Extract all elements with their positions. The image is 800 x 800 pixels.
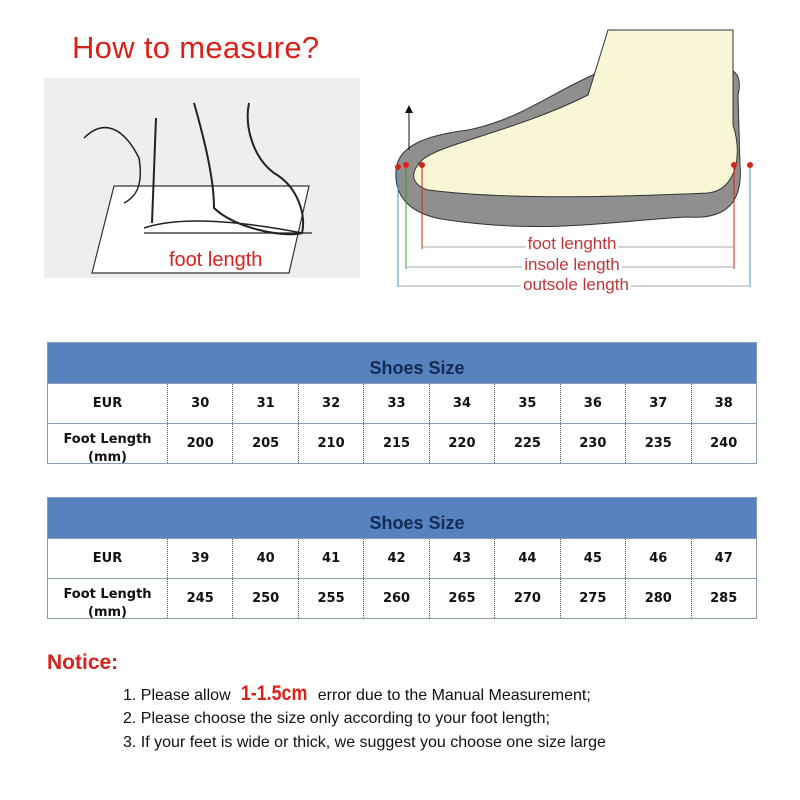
table-cell: 210 [297, 424, 363, 463]
table-cell: 225 [494, 424, 559, 463]
notice-text: 1. Please allow [123, 687, 236, 704]
row-label: Foot Length (mm) [63, 586, 152, 619]
table-cell: 41 [297, 539, 363, 578]
foot-drawing-icon: foot length [83, 102, 312, 274]
table-cell: 30 [167, 384, 232, 423]
table-cell: 265 [428, 579, 494, 618]
table-cell: 46 [625, 539, 690, 578]
table-cell: 240 [690, 424, 756, 463]
table-cell: 43 [428, 539, 494, 578]
table-cell: 31 [232, 384, 297, 423]
table-cell: 260 [363, 579, 428, 618]
notice-title: Notice: [47, 651, 119, 674]
table-cell: 250 [232, 579, 297, 618]
table-cell: 35 [494, 384, 559, 423]
table-cell: 200 [167, 424, 232, 463]
table-cell: 42 [363, 539, 428, 578]
table-row-eur: EUR 39 40 41 42 43 44 45 46 47 [48, 538, 756, 578]
table-cell: 47 [690, 539, 756, 578]
table-cell: 45 [559, 539, 625, 578]
shoe-measurement-illustration: foot lenghth insole length outsole lengt… [388, 25, 760, 300]
row-label: EUR [92, 550, 123, 566]
table-cell: 205 [232, 424, 297, 463]
notice-item-3: 3. If your feet is wide or thick, we sug… [123, 734, 606, 751]
table-cell: 220 [428, 424, 494, 463]
insole-length-label: insole length [524, 255, 619, 274]
row-label: Foot Length (mm) [63, 431, 152, 464]
outsole-length-label: outsole length [523, 275, 629, 294]
table-cell: 32 [297, 384, 363, 423]
row-label: EUR [92, 395, 123, 411]
table-cell: 235 [625, 424, 690, 463]
table-cell: 245 [167, 579, 232, 618]
table-cell: 255 [297, 579, 363, 618]
table-cell: 280 [625, 579, 690, 618]
table-row-eur: EUR 30 31 32 33 34 35 36 37 38 [48, 383, 756, 423]
table-cell: 230 [559, 424, 625, 463]
table-cell: 285 [690, 579, 756, 618]
foot-length-label: foot lenghth [528, 234, 617, 253]
table-cell: 36 [559, 384, 625, 423]
table-cell: 38 [690, 384, 756, 423]
size-table-1: Shoes Size EUR 30 31 32 33 34 35 36 37 3… [47, 342, 757, 464]
table-header: Shoes Size [48, 343, 756, 383]
table-cell: 33 [363, 384, 428, 423]
table-row-foot-length: Foot Length (mm) 200 205 210 215 220 225… [48, 423, 756, 463]
table-header: Shoes Size [48, 498, 756, 538]
table-cell: 39 [167, 539, 232, 578]
table-cell: 40 [232, 539, 297, 578]
notice-highlight: 1-1.5cm [240, 682, 308, 705]
notice-text: error due to the Manual Measurement; [313, 687, 591, 704]
shoe-diagram-icon: foot lenghth insole length outsole lengt… [395, 29, 753, 297]
table-cell: 34 [428, 384, 494, 423]
table-cell: 37 [625, 384, 690, 423]
measure-foot-illustration: foot length [44, 78, 360, 278]
table-row-foot-length: Foot Length (mm) 245 250 255 260 265 270… [48, 578, 756, 618]
table-cell: 215 [363, 424, 428, 463]
size-table-2: Shoes Size EUR 39 40 41 42 43 44 45 46 4… [47, 497, 757, 619]
page-title: How to measure? [72, 30, 320, 65]
notice-item-1: 1. Please allow 1-1.5cm error due to the… [123, 682, 591, 706]
notice-item-2: 2. Please choose the size only according… [123, 710, 550, 727]
table-cell: 44 [494, 539, 559, 578]
foot-length-label: foot length [169, 249, 262, 271]
table-cell: 270 [494, 579, 559, 618]
table-cell: 275 [559, 579, 625, 618]
